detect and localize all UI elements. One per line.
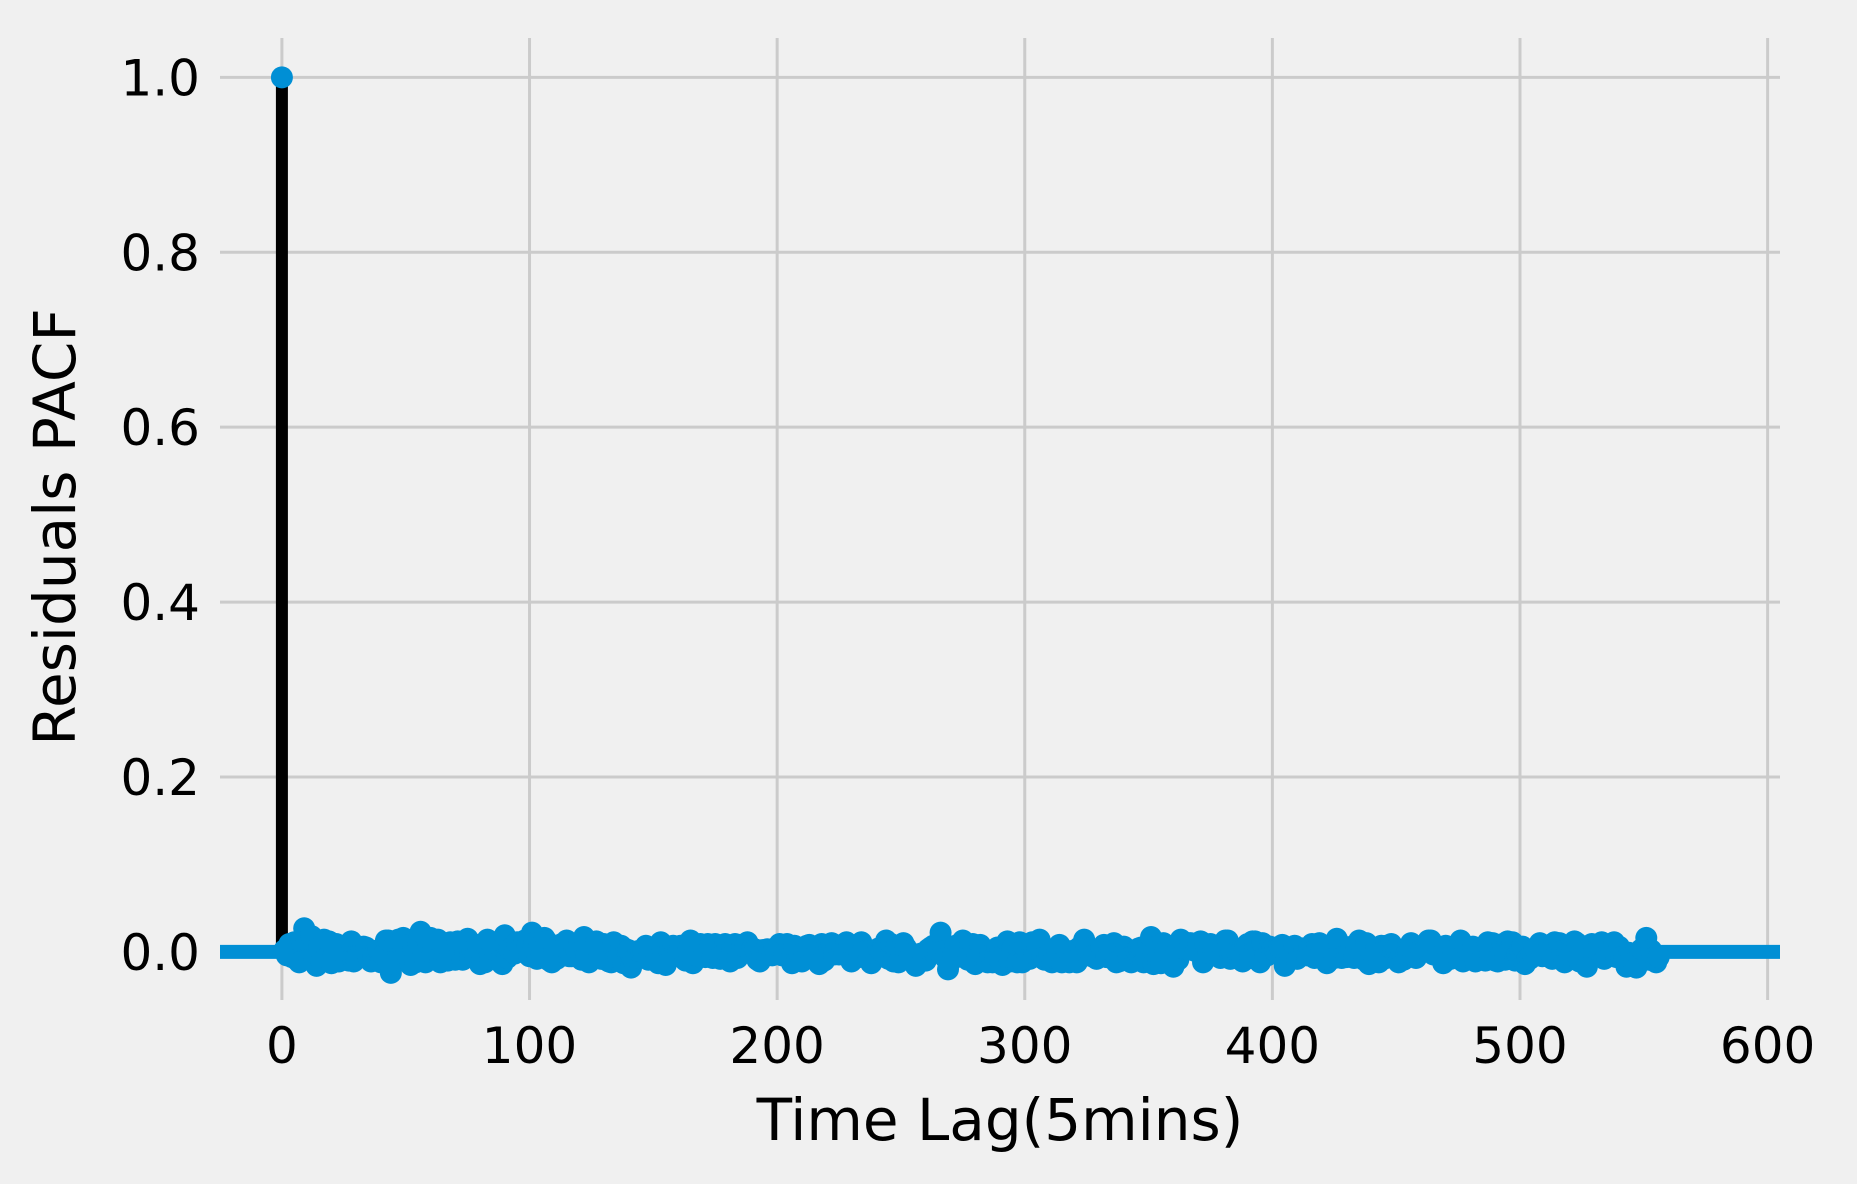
y-tick-label: 0.2 [120,749,200,807]
x-tick-label: 100 [482,1017,577,1075]
x-tick-label: 200 [729,1017,824,1075]
x-tick-label: 400 [1225,1017,1320,1075]
y-tick-label: 0.4 [120,574,200,632]
stem-markers [270,66,1670,984]
x-axis-title: Time Lag(5mins) [756,1086,1244,1154]
y-axis-title: Residuals PACF [21,308,89,745]
stem-marker [1647,946,1670,969]
stem-marker [929,921,952,944]
x-tick-label: 600 [1720,1017,1815,1075]
x-tick-label: 0 [266,1017,298,1075]
y-tick-label: 0.6 [120,399,200,457]
stem-marker [1575,955,1598,978]
y-tick-label: 0.8 [120,224,200,282]
y-tick-label: 1.0 [120,49,200,107]
x-tick-label: 300 [977,1017,1072,1075]
stem-marker [270,66,293,89]
tick-labels: 0 100 200 300 400 500 600 0.0 0.2 0.4 0.6 0.8 1.0 [120,49,1815,1075]
y-tick-label: 0.0 [120,924,200,982]
x-tick-label: 500 [1472,1017,1567,1075]
